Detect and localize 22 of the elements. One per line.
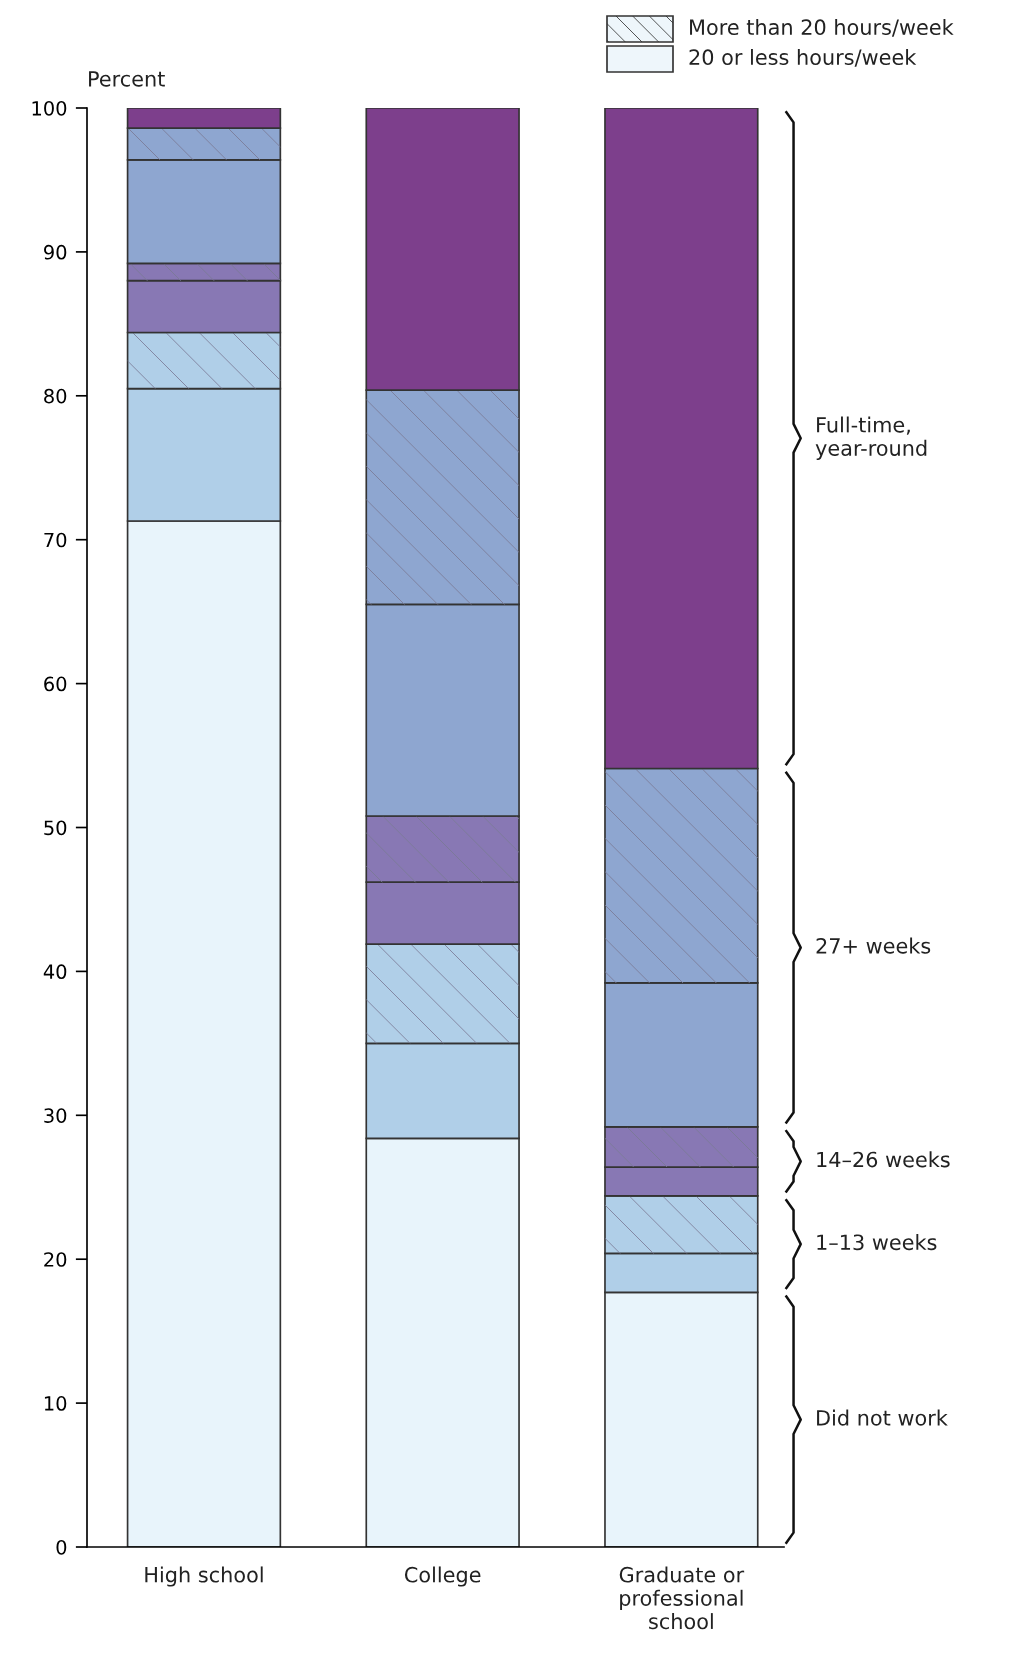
text: 20 or less hours/week: [689, 48, 917, 67]
y-tick-label: 100: [32, 100, 67, 116]
text: Full-time, year-round: [815, 416, 927, 460]
y-axis-title: Percent: [89, 71, 165, 87]
text: 14–26 weeks: [817, 1151, 950, 1168]
y-tick-label: 10: [44, 1396, 67, 1411]
x-tick-label: College: [404, 1566, 481, 1587]
y-tick-label: 70: [44, 532, 67, 548]
y-tick-label: 80: [44, 388, 67, 404]
y-tick-label: 90: [44, 244, 67, 260]
y-tick-label: 0: [56, 1539, 67, 1555]
text: 1–13 weeks: [817, 1234, 937, 1251]
text: 27+ weeks: [816, 937, 931, 954]
text: More than 20 hours/week: [690, 18, 954, 37]
y-tick-label: 20: [44, 1252, 67, 1267]
y-tick-label: 50: [44, 820, 67, 836]
x-tick-label: Graduate or professional school: [619, 1566, 745, 1630]
y-tick-label: 60: [44, 676, 67, 692]
text: Did not work: [817, 1409, 948, 1426]
y-tick-label: 40: [43, 964, 67, 980]
y-tick-label: 30: [44, 1108, 67, 1123]
x-tick-label: High school: [145, 1566, 263, 1587]
